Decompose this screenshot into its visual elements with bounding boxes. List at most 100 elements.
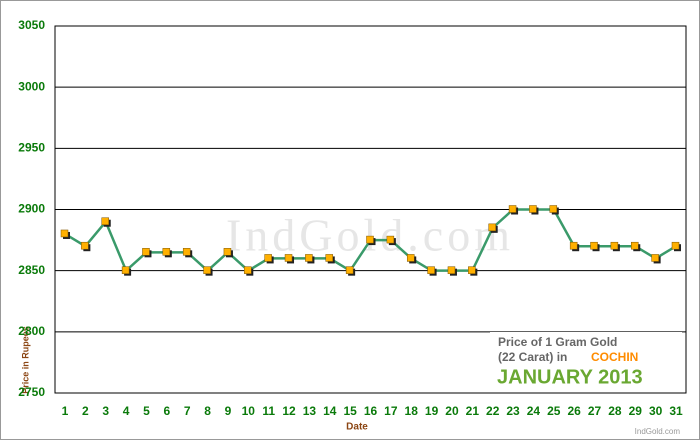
marker-face [182, 248, 191, 256]
x-tick-label: 24 [527, 404, 541, 418]
marker-face [610, 241, 619, 250]
marker-face [590, 241, 598, 250]
marker-face [244, 266, 252, 274]
marker-face [305, 254, 313, 262]
x-tick-label: 23 [506, 404, 520, 418]
x-tick-label: 14 [323, 404, 337, 418]
marker-face [651, 254, 659, 262]
marker [529, 205, 539, 215]
annotation-period: JANUARY 2013 [497, 366, 643, 388]
x-tick-label: 27 [588, 404, 602, 418]
marker-face [121, 266, 130, 274]
x-tick-label: 29 [629, 404, 643, 418]
x-tick-label: 21 [466, 404, 480, 418]
x-tick-label: 22 [486, 404, 500, 418]
marker-face [264, 254, 272, 262]
marker-face [508, 205, 517, 213]
x-tick-label: 9 [225, 404, 232, 418]
x-tick-label: 25 [547, 404, 561, 418]
marker-face [386, 235, 395, 244]
marker-face [284, 254, 293, 262]
x-tick-label: 18 [405, 404, 419, 418]
annotation-box [490, 332, 682, 390]
marker [549, 205, 559, 215]
marker-face [549, 205, 558, 213]
marker [223, 248, 233, 258]
marker [60, 229, 70, 239]
x-tick-label: 13 [303, 404, 317, 418]
marker-face [447, 266, 456, 274]
credit: IndGold.com [635, 427, 681, 436]
x-tick-label: 15 [343, 404, 357, 418]
marker-face [162, 248, 171, 256]
marker [244, 266, 254, 276]
x-tick-label: 8 [204, 404, 211, 418]
marker-face [81, 241, 89, 250]
marker-face [406, 254, 415, 262]
y-tick-label: 2850 [18, 263, 45, 277]
watermark: IndGold.com [226, 210, 514, 261]
marker [182, 248, 193, 258]
marker [508, 205, 519, 215]
x-tick-label: 19 [425, 404, 439, 418]
y-tick-label: 3000 [18, 79, 45, 93]
y-tick-label: 3050 [18, 18, 45, 32]
x-tick-label: 1 [62, 404, 69, 418]
y-tick-label: 2950 [18, 141, 45, 155]
x-tick-label: 30 [649, 404, 663, 418]
annotation-city: COCHIN [591, 350, 638, 364]
x-tick-label: 12 [282, 404, 296, 418]
marker [406, 254, 417, 264]
x-tick-label: 10 [242, 404, 256, 418]
marker-face [468, 266, 476, 274]
x-tick-label: 7 [184, 404, 191, 418]
marker [488, 223, 498, 233]
x-tick-label: 17 [384, 404, 398, 418]
marker [81, 241, 91, 252]
marker-face [631, 241, 639, 250]
marker-face [427, 266, 435, 274]
y-tick-label: 2750 [18, 385, 45, 399]
x-tick-label: 4 [123, 404, 130, 418]
marker [651, 254, 661, 264]
x-tick-label: 6 [163, 404, 170, 418]
marker-face [671, 241, 680, 250]
marker [264, 254, 274, 264]
x-tick-label: 28 [608, 404, 622, 418]
marker-face [366, 235, 374, 244]
marker [671, 241, 681, 252]
marker-face [569, 241, 578, 250]
marker-face [203, 266, 211, 274]
marker [203, 266, 213, 276]
marker-face [488, 223, 496, 232]
x-tick-label: 11 [262, 404, 275, 418]
marker [305, 254, 315, 264]
x-axis-title: Date [346, 422, 368, 433]
marker [325, 254, 335, 264]
marker [590, 241, 600, 252]
annotation-line: Price of 1 Gram Gold [498, 335, 617, 349]
marker [386, 235, 396, 246]
y-tick-label: 2900 [18, 202, 45, 216]
marker [427, 266, 437, 276]
marker [610, 241, 620, 252]
marker [142, 248, 152, 258]
marker-face [101, 217, 109, 225]
annotation-line: (22 Carat) in [498, 350, 567, 364]
x-tick-label: 3 [102, 404, 109, 418]
annotation: Price of 1 Gram Gold (22 Carat) in COCHI… [490, 332, 682, 390]
y-tick-label: 2800 [18, 324, 45, 338]
y-axis-title: Price in Rupees [20, 326, 30, 394]
marker [162, 248, 172, 258]
marker [284, 254, 295, 264]
marker [468, 266, 478, 276]
marker-face [325, 254, 334, 262]
marker-face [223, 248, 232, 256]
marker-face [60, 229, 69, 238]
marker-face [142, 248, 150, 256]
marker [345, 266, 356, 276]
x-tick-label: 20 [445, 404, 459, 418]
marker [631, 241, 641, 252]
x-tick-label: 5 [143, 404, 150, 418]
